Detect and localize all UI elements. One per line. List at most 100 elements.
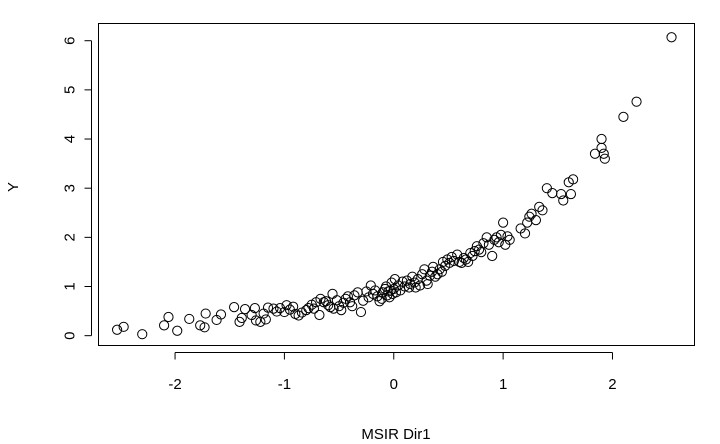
data-point <box>541 183 552 194</box>
x-tick-label: 0 <box>390 376 398 393</box>
data-point <box>384 292 395 303</box>
data-point <box>504 234 515 245</box>
data-point <box>268 303 279 314</box>
data-point <box>547 188 558 199</box>
data-point <box>314 309 325 321</box>
data-point <box>370 285 381 296</box>
data-point <box>195 320 206 331</box>
data-point <box>374 296 385 307</box>
x-tick-label: -1 <box>278 376 291 393</box>
data-point <box>349 290 360 301</box>
data-point <box>315 293 326 304</box>
data-point <box>239 304 251 315</box>
data-point <box>250 315 262 326</box>
data-point <box>519 228 531 239</box>
data-point <box>347 301 358 312</box>
data-point <box>522 217 533 228</box>
data-point <box>236 312 247 324</box>
data-point <box>407 271 418 282</box>
data-point <box>397 276 408 287</box>
data-point <box>199 322 210 333</box>
data-point <box>323 300 334 311</box>
data-point <box>428 261 439 272</box>
data-point <box>163 311 174 323</box>
data-point <box>279 306 290 318</box>
data-point <box>444 257 455 269</box>
data-point <box>293 310 304 321</box>
data-point <box>118 321 129 332</box>
data-point <box>598 148 609 159</box>
y-tick-label: 1 <box>61 282 78 290</box>
plot-frame <box>98 23 695 346</box>
data-point <box>376 293 387 304</box>
data-point <box>414 280 426 291</box>
data-point <box>493 237 504 248</box>
data-point <box>200 308 211 319</box>
data-point <box>184 313 195 325</box>
y-tick-label: 3 <box>61 184 78 192</box>
data-point <box>430 271 441 282</box>
data-point <box>399 281 410 292</box>
data-point <box>434 264 445 275</box>
data-point <box>229 302 240 313</box>
data-point <box>599 153 610 164</box>
x-axis-label: MSIR Dir1 <box>361 426 430 443</box>
data-point <box>386 277 397 288</box>
x-tick-label: -2 <box>168 376 181 393</box>
data-point <box>487 250 498 262</box>
data-point <box>481 232 492 243</box>
y-tick-label: 6 <box>61 37 78 45</box>
data-point <box>262 302 274 313</box>
data-point <box>260 314 271 325</box>
y-axis: 0 1 2 3 4 5 6 <box>61 37 92 340</box>
data-point <box>401 275 412 286</box>
y-tick-label: 4 <box>61 135 78 143</box>
data-point <box>215 309 227 320</box>
data-point <box>405 278 416 290</box>
data-point <box>565 188 577 200</box>
data-point <box>308 303 320 314</box>
data-point <box>390 287 402 298</box>
data-point <box>618 111 629 123</box>
y-axis-label: Y <box>5 182 22 192</box>
data-point <box>336 305 347 316</box>
data-point <box>342 291 353 302</box>
data-point <box>478 238 489 249</box>
data-points <box>111 32 677 340</box>
y-tick-label: 0 <box>61 331 78 339</box>
data-point <box>526 208 537 219</box>
data-point <box>355 306 367 318</box>
data-point <box>271 306 282 317</box>
data-point <box>452 249 463 260</box>
data-point <box>568 174 579 185</box>
data-point <box>249 303 260 314</box>
data-point <box>301 305 312 316</box>
data-point <box>172 325 183 336</box>
data-point <box>558 195 569 206</box>
data-point <box>631 96 642 107</box>
data-point <box>467 250 478 262</box>
data-point <box>469 246 480 257</box>
data-point <box>502 231 513 242</box>
data-point <box>137 329 148 340</box>
data-point <box>389 274 400 285</box>
data-point <box>530 215 542 226</box>
data-point <box>537 205 548 216</box>
data-point <box>476 246 487 258</box>
data-point <box>666 32 677 43</box>
x-tick-label: 1 <box>499 376 507 393</box>
data-point <box>159 320 170 331</box>
data-point <box>303 303 314 314</box>
data-point <box>596 133 607 145</box>
y-tick-label: 5 <box>61 86 78 94</box>
data-point <box>495 229 507 240</box>
x-tick-label: 2 <box>608 376 616 393</box>
data-point <box>596 142 607 153</box>
x-axis: -2 -1 0 1 2 <box>168 352 617 393</box>
data-point <box>498 217 509 228</box>
data-point <box>524 211 535 222</box>
data-point <box>358 295 369 306</box>
data-point <box>288 301 299 312</box>
data-point <box>465 247 476 259</box>
